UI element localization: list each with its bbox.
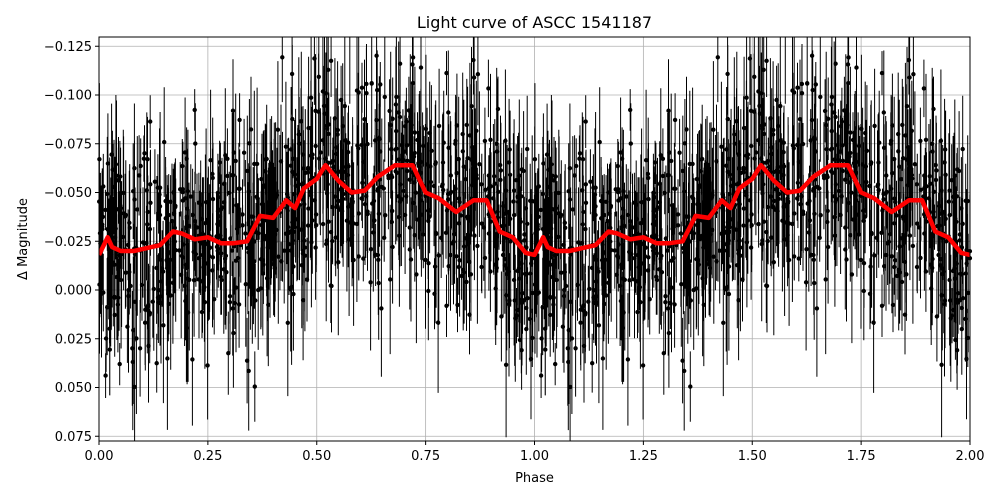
y-tick-label: 0.025 — [55, 332, 92, 347]
trend-line — [99, 162, 970, 258]
y-axis-label: Δ Magnitude — [16, 198, 31, 280]
y-axis-ticks: −0.125 −0.100 −0.075 −0.050 −0.025 0.000 0.025… — [44, 40, 99, 445]
y-tick-label: −0.025 — [44, 235, 92, 250]
x-tick-label: 1.50 — [738, 449, 767, 464]
x-axis-label: Phase — [515, 471, 554, 486]
chart-title: Light curve of ASCC 1541187 — [417, 13, 652, 32]
x-tick-label: 1.75 — [847, 449, 876, 464]
y-tick-label: −0.075 — [44, 137, 92, 152]
y-tick-label: 0.075 — [55, 430, 92, 445]
y-tick-label: −0.125 — [44, 40, 92, 55]
y-tick-label: −0.050 — [44, 186, 92, 201]
x-tick-label: 1.25 — [629, 449, 658, 464]
x-tick-label: 0.75 — [411, 449, 440, 464]
x-axis-ticks: 0.00 0.25 0.50 0.75 1.00 1.25 1.50 1.75 2.00 — [85, 441, 985, 464]
x-tick-label: 0.50 — [302, 449, 331, 464]
x-tick-label: 0.25 — [193, 449, 222, 464]
y-tick-label: 0.000 — [55, 284, 92, 299]
y-tick-label: 0.050 — [55, 381, 92, 396]
data-points — [97, 37, 973, 441]
y-tick-label: −0.100 — [44, 89, 92, 104]
x-tick-label: 2.00 — [956, 449, 985, 464]
x-tick-label: 1.00 — [520, 449, 549, 464]
x-tick-label: 0.00 — [85, 449, 114, 464]
